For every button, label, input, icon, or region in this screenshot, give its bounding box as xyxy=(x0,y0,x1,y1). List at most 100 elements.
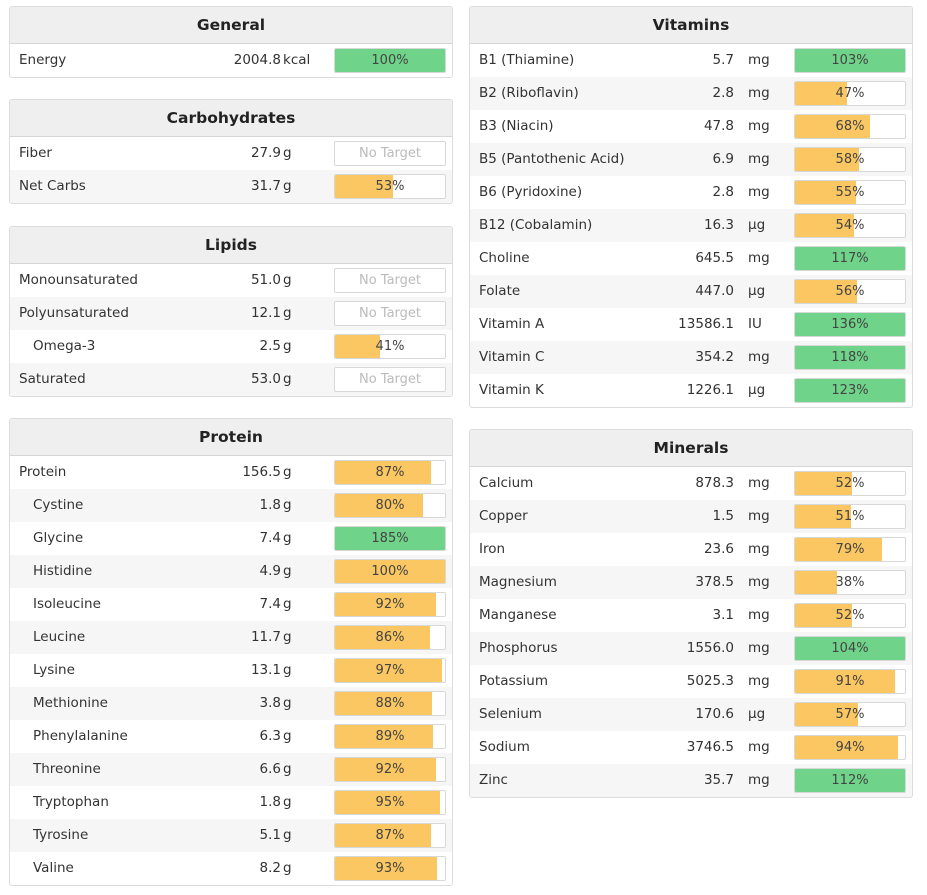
nutrient-amount: 378.5 xyxy=(695,574,734,590)
target-percent-label: 117% xyxy=(831,251,869,266)
target-percent-label: 112% xyxy=(831,773,869,788)
lipids-panel: Lipids Monounsaturated 51.0 g No Target Poly… xyxy=(9,226,453,397)
target-progress-bar: 58% xyxy=(794,147,906,172)
vitamins-panel-title: Vitamins xyxy=(470,7,912,44)
nutrient-row: Selenium 170.6 µg 57% xyxy=(470,698,912,731)
nutrient-unit: g xyxy=(283,272,292,288)
progress-fill xyxy=(795,49,905,72)
progress-fill xyxy=(335,758,437,781)
target-progress-bar: 103% xyxy=(794,48,906,73)
nutrient-name: Potassium xyxy=(479,673,549,689)
carbohydrates-panel: Carbohydrates Fiber 27.9 g No Target Net Car… xyxy=(9,99,453,204)
progress-fill xyxy=(335,824,431,847)
target-progress-bar: 57% xyxy=(794,702,906,727)
lipids-panel-title: Lipids xyxy=(10,227,452,264)
nutrient-amount: 13586.1 xyxy=(678,316,734,332)
nutrient-amount: 2.5 xyxy=(259,338,281,354)
carbohydrates-rows: Fiber 27.9 g No Target Net Carbs 31.7 g 53% xyxy=(10,137,452,203)
nutrient-row: Choline 645.5 mg 117% xyxy=(470,242,912,275)
target-percent-label: 104% xyxy=(831,641,869,656)
nutrient-name: Tyrosine xyxy=(33,827,89,843)
nutrient-unit: IU xyxy=(748,316,762,332)
nutrient-row: Omega-3 2.5 g 41% xyxy=(10,330,452,363)
nutrient-row: B5 (Pantothenic Acid) 6.9 mg 58% xyxy=(470,143,912,176)
nutrient-unit: g xyxy=(283,371,292,387)
progress-fill xyxy=(795,82,847,105)
nutrient-amount: 13.1 xyxy=(250,662,281,678)
progress-fill xyxy=(795,571,837,594)
nutrient-row: Leucine 11.7 g 86% xyxy=(10,621,452,654)
general-panel: General Energy 2004.8 kcal 100% xyxy=(9,6,453,78)
nutrient-unit: mg xyxy=(748,640,770,656)
nutrient-amount: 6.6 xyxy=(259,761,281,777)
nutrient-amount: 31.7 xyxy=(250,178,281,194)
target-percent-label: 57% xyxy=(835,707,865,722)
nutrient-amount: 12.1 xyxy=(250,305,281,321)
nutrient-unit: mg xyxy=(748,250,770,266)
target-percent-label: No Target xyxy=(358,273,422,288)
nutrient-row: Vitamin A 13586.1 IU 136% xyxy=(470,308,912,341)
nutrient-row: Net Carbs 31.7 g 53% xyxy=(10,170,452,203)
nutrient-unit: mg xyxy=(748,508,770,524)
progress-fill xyxy=(795,280,857,303)
nutrient-amount: 3.8 xyxy=(259,695,281,711)
progress-fill xyxy=(795,247,905,270)
nutrient-row: Glycine 7.4 g 185% xyxy=(10,522,452,555)
progress-fill xyxy=(795,313,905,336)
nutrient-amount: 53.0 xyxy=(250,371,281,387)
protein-panel-title: Protein xyxy=(10,419,452,456)
target-percent-label: 118% xyxy=(831,350,869,365)
nutrient-name: Protein xyxy=(19,464,67,480)
nutrient-unit: µg xyxy=(748,382,766,398)
nutrient-unit: g xyxy=(283,596,292,612)
nutrient-amount: 7.4 xyxy=(259,596,281,612)
nutrient-amount: 447.0 xyxy=(695,283,734,299)
target-percent-label: 95% xyxy=(375,795,405,810)
progress-fill xyxy=(795,538,882,561)
nutrient-name: Vitamin A xyxy=(479,316,545,332)
nutrient-row: Folate 447.0 µg 56% xyxy=(470,275,912,308)
nutrient-row: Polyunsaturated 12.1 g No Target xyxy=(10,297,452,330)
minerals-rows: Calcium 878.3 mg 52% Copper 1.5 mg 51% Iron 23.6 m… xyxy=(470,467,912,797)
progress-fill xyxy=(795,181,856,204)
target-percent-label: 92% xyxy=(375,762,405,777)
nutrient-unit: mg xyxy=(748,184,770,200)
target-percent-label: 88% xyxy=(375,696,405,711)
nutrient-row: Isoleucine 7.4 g 92% xyxy=(10,588,452,621)
progress-fill xyxy=(795,379,905,402)
nutrient-unit: kcal xyxy=(283,52,311,68)
nutrient-row: Energy 2004.8 kcal 100% xyxy=(10,44,452,77)
nutrient-unit: mg xyxy=(748,349,770,365)
target-progress-bar: 92% xyxy=(334,592,446,617)
target-progress-bar: 52% xyxy=(794,603,906,628)
nutrient-amount: 645.5 xyxy=(695,250,734,266)
vitamins-rows: B1 (Thiamine) 5.7 mg 103% B2 (Riboflavin) 2.8… xyxy=(470,44,912,407)
nutrient-row: Iron 23.6 mg 79% xyxy=(470,533,912,566)
nutrient-row: Tyrosine 5.1 g 87% xyxy=(10,819,452,852)
nutrient-row: B6 (Pyridoxine) 2.8 mg 55% xyxy=(470,176,912,209)
target-progress-bar: 79% xyxy=(794,537,906,562)
target-progress-bar: 97% xyxy=(334,658,446,683)
target-percent-label: 52% xyxy=(835,608,865,623)
target-percent-label: 87% xyxy=(375,465,405,480)
target-percent-label: 94% xyxy=(835,740,865,755)
nutrient-amount: 5.7 xyxy=(712,52,734,68)
nutrient-unit: µg xyxy=(748,283,766,299)
progress-fill xyxy=(795,148,859,171)
nutrient-unit: g xyxy=(283,827,292,843)
nutrient-amount: 8.2 xyxy=(259,860,281,876)
target-progress-bar: 117% xyxy=(794,246,906,271)
nutrient-name: B6 (Pyridoxine) xyxy=(479,184,583,200)
target-percent-label: No Target xyxy=(358,306,422,321)
nutrient-unit: g xyxy=(283,305,292,321)
target-percent-label: 100% xyxy=(371,564,409,579)
progress-fill xyxy=(795,703,858,726)
progress-fill xyxy=(335,626,430,649)
nutrient-amount: 4.9 xyxy=(259,563,281,579)
nutrient-unit: g xyxy=(283,464,292,480)
nutrient-unit: g xyxy=(283,145,292,161)
nutrient-unit: µg xyxy=(748,706,766,722)
target-progress-bar: No Target xyxy=(334,367,446,392)
target-progress-bar: 47% xyxy=(794,81,906,106)
target-percent-label: 53% xyxy=(375,179,405,194)
